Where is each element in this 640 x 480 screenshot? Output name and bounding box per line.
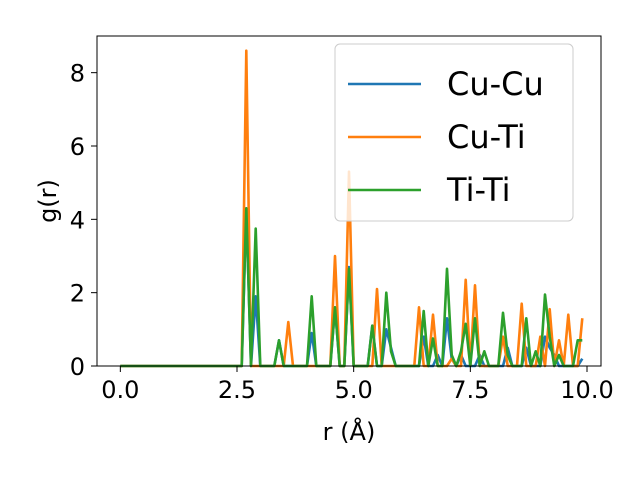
legend: Cu-Cu Cu-Ti Ti-Ti — [334, 43, 574, 222]
y-tick-label: 6 — [70, 133, 85, 161]
x-tick-label: 5.0 — [335, 376, 373, 404]
series-line-ti-ti — [120, 207, 583, 368]
legend-label-cu-ti: Cu-Ti — [447, 118, 526, 156]
y-axis-label: g(r) — [34, 179, 62, 223]
legend-label-cu-cu: Cu-Cu — [447, 65, 544, 103]
plot-area-frame — [96, 35, 602, 367]
legend-label-ti-ti: Ti-Ti — [446, 171, 511, 209]
axis-ticks: 0.0 2.5 5.0 7.5 10.0 0 2 4 6 8 — [70, 60, 614, 404]
y-tick-label: 8 — [70, 60, 85, 88]
x-tick-label: 2.5 — [218, 376, 256, 404]
x-tick-label: 7.5 — [451, 376, 489, 404]
x-axis-label: r (Å) — [323, 417, 376, 446]
x-tick-label: 0.0 — [101, 376, 139, 404]
y-tick-label: 2 — [70, 280, 85, 308]
x-tick-label: 10.0 — [560, 376, 613, 404]
y-tick-label: 0 — [70, 353, 85, 381]
legend-box — [334, 43, 574, 222]
y-tick-label: 4 — [70, 206, 85, 234]
